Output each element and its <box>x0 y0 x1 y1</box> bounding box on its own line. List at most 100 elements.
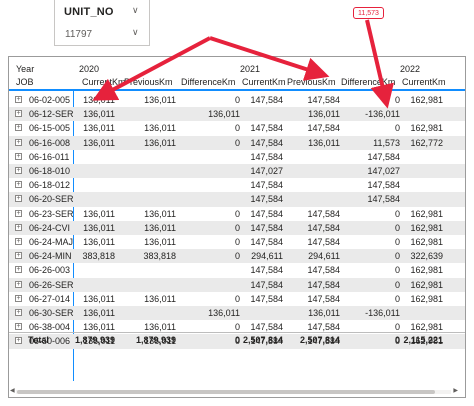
expand-plus-icon[interactable]: + <box>15 96 22 103</box>
job-label: 06-18-010 <box>29 166 71 176</box>
cell-previouskm-2021: 147,584 <box>307 336 340 347</box>
cell-differencekm-2021: 147,584 <box>367 151 400 162</box>
col-header-currentkm-2021[interactable]: CurrentKm <box>242 77 286 87</box>
expand-plus-icon[interactable]: + <box>15 280 22 288</box>
cell-currentkm-2021: 147,584 <box>250 293 283 304</box>
table-row[interactable]: +06-27-014 136,011 136,011 0 147,584 147,584 0… <box>9 292 465 306</box>
cell-previouskm-2020: 136,011 <box>144 137 176 148</box>
job-label: 06-24-MAJ <box>29 237 74 247</box>
table-row[interactable]: +06-12-SER 136,011 136,011 136,011 -136,011 <box>9 107 465 122</box>
expand-plus-icon[interactable]: + <box>15 209 22 217</box>
cell-differencekm-2020: 0 <box>234 251 240 262</box>
cell-differencekm-2020: 0 <box>234 95 240 105</box>
cell-currentkm-2020: 136,011 <box>83 237 115 247</box>
cell-currentkm-2021: 147,584 <box>250 180 283 191</box>
col-header-currentkm-2022[interactable]: CurrentKm <box>402 77 446 87</box>
expand-plus-icon[interactable]: + <box>15 167 22 174</box>
scroll-right-icon[interactable]: ▶ <box>453 388 458 394</box>
expand-plus-icon[interactable]: + <box>15 223 22 231</box>
expand-plus-icon[interactable]: + <box>15 152 22 160</box>
cell-currentkm-2020: 136,011 <box>83 95 115 105</box>
cell-previouskm-2020: 136,011 <box>144 222 176 233</box>
scroll-left-icon[interactable]: ◀ <box>10 388 15 394</box>
job-label: 06-12-SER <box>29 109 74 120</box>
year-header-2021[interactable]: 2021 <box>240 64 261 74</box>
cell-previouskm-2021: 136,011 <box>308 137 340 148</box>
cell-differencekm-2020: 0 <box>234 336 240 347</box>
job-label: 06-20-SER <box>29 194 74 205</box>
table-row[interactable]: +06-16-011 147,584 147,584 <box>9 150 465 164</box>
year-header-2020[interactable]: 2020 <box>79 64 100 74</box>
table-row[interactable]: +06-38-004 136,011 136,011 0 147,584 147,584 0… <box>9 320 465 334</box>
cell-previouskm-2021: 147,584 <box>307 265 340 276</box>
cell-currentkm-2022: 162,981 <box>410 208 443 219</box>
job-label: 06-26-SER <box>29 279 74 290</box>
cell-currentkm-2021: 147,584 <box>250 208 283 219</box>
expand-plus-icon[interactable]: + <box>15 294 22 302</box>
table-row[interactable]: +06-18-010 147,027 147,027 <box>9 164 465 179</box>
expand-plus-icon[interactable]: + <box>15 252 22 260</box>
table-row[interactable]: +06-02-005 136,011 136,011 0 147,584 147,584 0… <box>9 93 465 107</box>
job-label: 06-26-003 <box>29 265 71 276</box>
cell-currentkm-2021: 147,584 <box>250 322 283 333</box>
cell-currentkm-2022: 162,981 <box>410 322 443 333</box>
expand-plus-icon[interactable]: + <box>15 238 22 245</box>
slicer-selected-value: 11797 <box>65 29 93 40</box>
table-row[interactable]: +06-30-SER 136,011 136,011 136,011 -136,011 <box>9 306 465 321</box>
expand-plus-icon[interactable]: + <box>15 110 22 118</box>
expand-plus-icon[interactable]: + <box>15 124 22 132</box>
table-row[interactable]: +06-24-MIN 383,818 383,818 0 294,611 294,611 0… <box>9 249 465 264</box>
cell-differencekm-2020: 136,011 <box>208 109 240 120</box>
expand-plus-icon[interactable]: + <box>15 181 22 189</box>
table-row[interactable]: +06-18-012 147,584 147,584 <box>9 178 465 192</box>
col-header-currentkm-2020[interactable]: CurrentKm <box>82 77 126 87</box>
cell-previouskm-2020: 136,011 <box>144 293 176 304</box>
table-row[interactable]: +06-50-006 136,011 136,011 0 147,584 147,584 0… <box>9 334 465 349</box>
total-previouskm-2021: 2,507,814 <box>299 335 340 345</box>
cell-differencekm-2021: 0 <box>394 293 400 304</box>
scrollbar-thumb[interactable] <box>17 390 435 394</box>
table-row[interactable]: +06-16-008 136,011 136,011 0 147,584 136,011 1… <box>9 135 465 150</box>
cell-currentkm-2020: 136,011 <box>83 137 115 148</box>
table-row[interactable]: +06-20-SER 147,584 147,584 <box>9 192 465 207</box>
job-label: 06-16-011 <box>29 151 70 162</box>
cell-currentkm-2020: 136,011 <box>83 208 115 219</box>
row-header-job: JOB <box>16 77 34 87</box>
cell-currentkm-2022: 162,981 <box>410 222 443 233</box>
cell-currentkm-2021: 147,584 <box>250 237 283 247</box>
col-header-differencekm-2020[interactable]: DifferenceKm <box>181 77 236 87</box>
table-row[interactable]: +06-15-005 136,011 136,011 0 147,584 147,584 0… <box>9 121 465 135</box>
cell-differencekm-2021: 0 <box>394 336 400 347</box>
col-header-differencekm-2021[interactable]: DifferenceKm <box>341 77 396 87</box>
table-row[interactable]: +06-24-MAJ 136,011 136,011 0 147,584 147,584 0… <box>9 235 465 249</box>
horizontal-scrollbar[interactable]: ◀ ▶ <box>10 388 458 395</box>
expand-plus-icon[interactable]: + <box>15 323 22 331</box>
job-label: 06-15-005 <box>29 123 71 134</box>
col-header-previouskm-2020[interactable]: PreviousKm <box>124 77 173 87</box>
table-row[interactable]: +06-24-CVI 136,011 136,011 0 147,584 147,584 0… <box>9 220 465 235</box>
cell-currentkm-2021: 147,584 <box>250 123 283 134</box>
col-header-previouskm-2021[interactable]: PreviousKm <box>287 77 336 87</box>
year-header-2022[interactable]: 2022 <box>400 64 421 74</box>
cell-differencekm-2020: 0 <box>234 208 240 219</box>
expand-plus-icon[interactable]: + <box>15 309 22 316</box>
matrix-visual[interactable]: Year 2020 2021 2022 JOB CurrentKm Previo… <box>8 56 466 398</box>
expand-plus-icon[interactable]: + <box>15 266 22 274</box>
table-row[interactable]: +06-26-003 147,584 147,584 0 162,981 <box>9 263 465 277</box>
chevron-down-icon[interactable]: ∨ <box>132 27 139 37</box>
expand-plus-icon[interactable]: + <box>15 337 22 345</box>
cell-previouskm-2021: 147,584 <box>307 95 340 105</box>
expand-plus-icon[interactable]: + <box>15 138 22 146</box>
cell-differencekm-2021: 11,573 <box>373 137 400 148</box>
cell-currentkm-2021: 147,584 <box>250 279 283 290</box>
total-row: Total 1,879,939 1,879,939 0 2,507,814 2,… <box>9 332 465 347</box>
cell-currentkm-2022: 162,981 <box>410 336 443 347</box>
cell-previouskm-2020: 136,011 <box>144 123 176 134</box>
table-row[interactable]: +06-26-SER 147,584 147,584 0 162,981 <box>9 277 465 292</box>
chevron-down-icon[interactable]: ∨ <box>132 5 139 15</box>
job-label: 06-18-012 <box>29 180 71 191</box>
expand-plus-icon[interactable]: + <box>15 195 22 203</box>
unit-no-slicer[interactable]: UNIT_NO ∨ 11797 ∨ <box>54 0 150 46</box>
table-row[interactable]: +06-23-SER 136,011 136,011 0 147,584 147,584 0… <box>9 207 465 221</box>
cell-differencekm-2021: 0 <box>394 322 400 333</box>
